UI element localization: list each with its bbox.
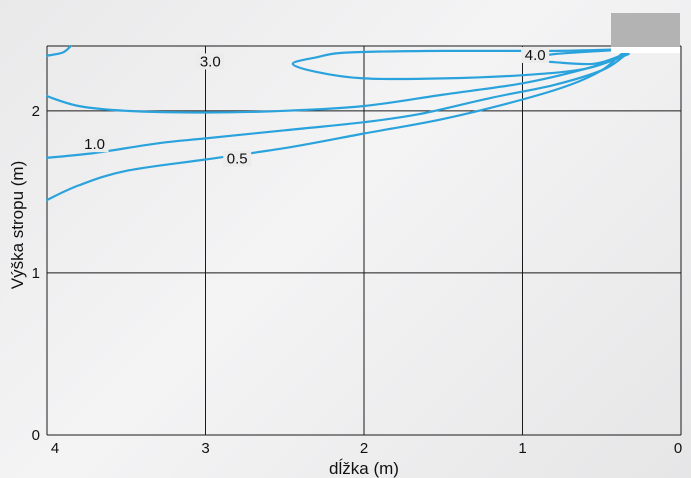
- grid-lines: [46, 45, 682, 436]
- contour-labels: 0.5 1.0 3.0 4.0: [80, 46, 550, 168]
- contour-label: 1.0: [84, 136, 105, 153]
- contour-label-bg: [196, 53, 225, 70]
- x-tick-label: 0: [674, 440, 682, 457]
- contour-line: [45, 44, 72, 57]
- contour-label-bg: [521, 46, 550, 63]
- x-tick-label: 4: [51, 440, 59, 457]
- tick-labels: 4 3 2 1 0 0 1 2: [32, 103, 683, 457]
- contour-label: 0.5: [227, 151, 248, 168]
- y-tick-label: 1: [32, 265, 40, 282]
- x-tick-label: 2: [360, 440, 368, 457]
- legend-box: [611, 13, 680, 53]
- legend-box-strip: [611, 47, 680, 53]
- x-tick-label: 1: [518, 440, 526, 457]
- contour-label-bg: [223, 150, 252, 167]
- contour-label: 4.0: [525, 47, 546, 64]
- contour-line: [291, 48, 632, 81]
- contour-label: 3.0: [200, 53, 221, 70]
- x-axis-title: dĺžka (m): [329, 459, 399, 478]
- contour-lines: [45, 44, 632, 202]
- x-tick-label: 3: [201, 440, 209, 457]
- y-tick-label: 0: [32, 427, 40, 444]
- contour-label-bg: [80, 136, 109, 153]
- y-axis-title: Výška stropu (m): [8, 161, 27, 289]
- contour-line: [45, 49, 630, 159]
- y-tick-label: 2: [32, 103, 40, 120]
